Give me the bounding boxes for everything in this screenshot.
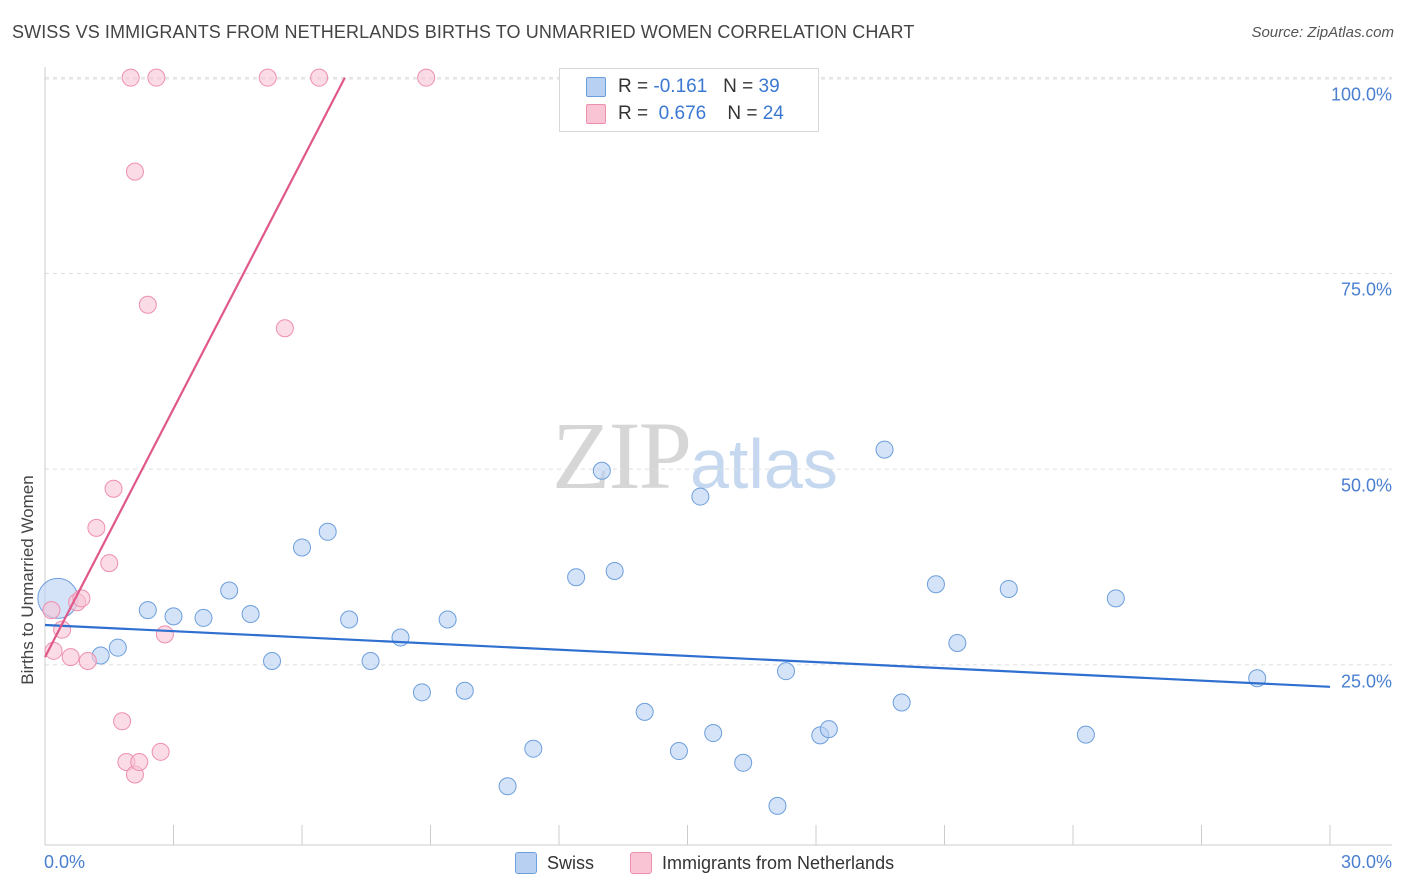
watermark-atlas: atlas	[690, 425, 838, 503]
point-netherlands[interactable]	[42, 601, 61, 620]
netherlands-swatch	[586, 104, 606, 124]
point-swiss[interactable]	[438, 610, 457, 629]
legend-item-swiss[interactable]: Swiss	[515, 852, 594, 874]
r-label: R =	[618, 103, 649, 124]
point-swiss[interactable]	[875, 440, 894, 459]
chart-title: SWISS VS IMMIGRANTS FROM NETHERLANDS BIR…	[12, 22, 915, 42]
y-axis-label: Births to Unmarried Women	[18, 475, 37, 685]
point-netherlands[interactable]	[121, 68, 140, 87]
point-swiss[interactable]	[524, 739, 543, 758]
point-netherlands[interactable]	[258, 68, 277, 87]
r-label: R =	[618, 76, 649, 97]
y-tick-label: 100.0%	[1330, 84, 1392, 105]
point-swiss[interactable]	[592, 461, 611, 480]
legend-swatch-netherlands	[630, 852, 652, 874]
point-netherlands[interactable]	[104, 479, 123, 498]
point-swiss[interactable]	[263, 651, 282, 670]
swiss-swatch	[586, 77, 606, 97]
r-value-swiss: -0.161	[653, 76, 708, 97]
point-netherlands[interactable]	[155, 625, 174, 644]
point-netherlands[interactable]	[310, 68, 329, 87]
point-swiss[interactable]	[1106, 589, 1125, 608]
axes	[44, 67, 1392, 846]
point-swiss[interactable]	[412, 683, 431, 702]
point-swiss[interactable]	[999, 579, 1018, 598]
point-swiss[interactable]	[704, 724, 723, 743]
point-swiss[interactable]	[768, 796, 787, 815]
point-swiss[interactable]	[455, 681, 474, 700]
n-value-netherlands: 24	[762, 103, 784, 124]
point-swiss[interactable]	[819, 720, 838, 739]
point-swiss[interactable]	[498, 777, 517, 796]
watermark: ZIPatlas	[552, 400, 838, 511]
point-netherlands[interactable]	[125, 162, 144, 181]
point-netherlands[interactable]	[417, 68, 436, 87]
point-netherlands[interactable]	[151, 742, 170, 761]
point-swiss[interactable]	[241, 605, 260, 624]
point-swiss[interactable]	[926, 575, 945, 594]
point-netherlands[interactable]	[87, 518, 106, 537]
point-netherlands[interactable]	[275, 319, 294, 338]
point-swiss[interactable]	[892, 693, 911, 712]
data-points	[37, 68, 1267, 815]
n-value-swiss: 39	[758, 76, 780, 97]
point-swiss[interactable]	[1076, 725, 1095, 744]
r-value-netherlands: 0.676	[658, 103, 707, 124]
point-swiss[interactable]	[108, 638, 127, 657]
point-swiss[interactable]	[220, 581, 239, 600]
point-netherlands[interactable]	[100, 554, 119, 573]
stats-box: R = -0.161 N = 39 R = 0.676 N = 24	[559, 68, 819, 132]
legend-label-netherlands: Immigrants from Netherlands	[662, 852, 895, 873]
stats-row-swiss: R = -0.161 N = 39	[586, 75, 780, 99]
point-swiss[interactable]	[734, 753, 753, 772]
trend-line-swiss	[44, 623, 1331, 688]
point-swiss[interactable]	[691, 487, 710, 506]
point-netherlands[interactable]	[138, 295, 157, 314]
x-tick-label-max: 30.0%	[1340, 852, 1392, 872]
legend-label-swiss: Swiss	[547, 852, 595, 873]
point-swiss[interactable]	[318, 522, 337, 541]
y-tick-label: 50.0%	[1340, 475, 1392, 496]
point-swiss[interactable]	[948, 633, 967, 652]
point-swiss[interactable]	[194, 608, 213, 627]
n-label: N =	[723, 76, 754, 97]
stats-row-netherlands: R = 0.676 N = 24	[586, 102, 784, 126]
point-netherlands[interactable]	[78, 651, 97, 670]
point-swiss[interactable]	[567, 568, 586, 587]
point-netherlands[interactable]	[147, 68, 166, 87]
point-swiss[interactable]	[164, 607, 183, 626]
point-swiss[interactable]	[777, 662, 796, 681]
y-tick-label: 25.0%	[1340, 671, 1392, 692]
point-netherlands[interactable]	[130, 753, 149, 772]
y-tick-label: 75.0%	[1340, 279, 1392, 300]
point-swiss[interactable]	[669, 742, 688, 761]
legend-swatch-swiss	[515, 852, 537, 874]
trend-lines	[44, 77, 1331, 688]
point-swiss[interactable]	[605, 561, 624, 580]
grid-lines	[45, 77, 1392, 666]
point-netherlands[interactable]	[113, 712, 132, 731]
point-swiss[interactable]	[635, 702, 654, 721]
point-swiss[interactable]	[138, 601, 157, 620]
point-swiss[interactable]	[340, 610, 359, 629]
trend-line-netherlands	[44, 77, 346, 658]
legend-item-netherlands[interactable]: Immigrants from Netherlands	[630, 852, 894, 874]
n-label: N =	[727, 103, 758, 124]
x-tick-label-min: 0.0%	[44, 852, 86, 872]
point-swiss[interactable]	[361, 651, 380, 670]
source-credit: Source: ZipAtlas.com	[1251, 24, 1394, 41]
point-netherlands[interactable]	[61, 648, 80, 667]
watermark-zip: ZIP	[552, 402, 692, 509]
point-swiss[interactable]	[293, 538, 311, 557]
